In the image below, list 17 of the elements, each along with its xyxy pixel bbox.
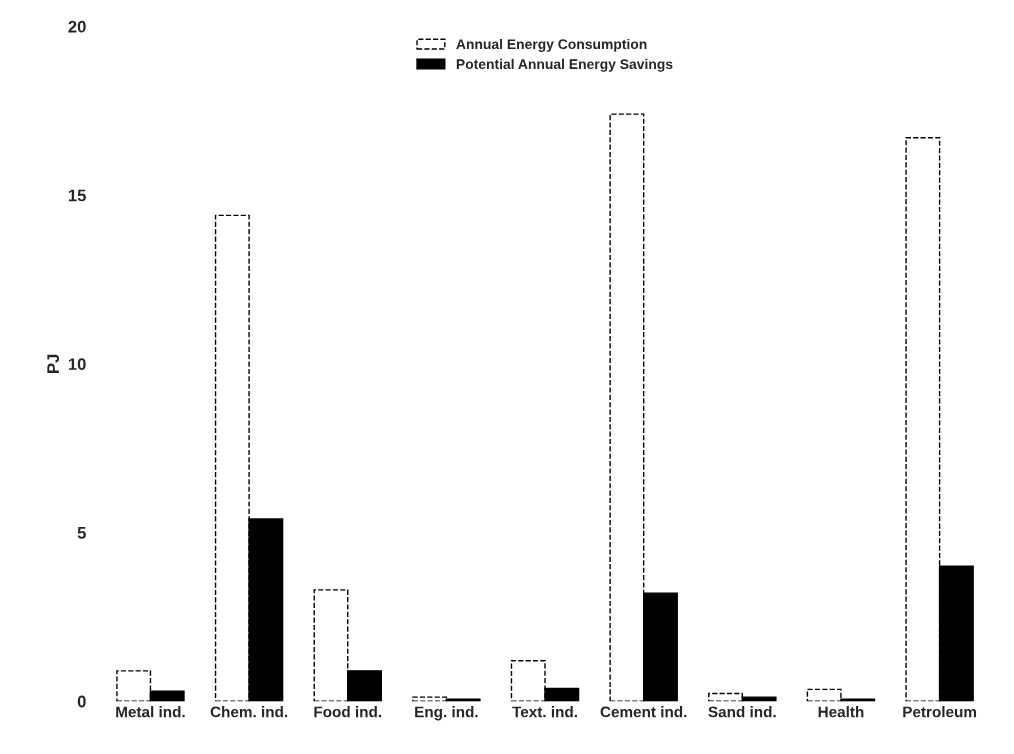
x-tick-label: Food ind. bbox=[314, 706, 382, 718]
x-tick-label: Text. ind. bbox=[512, 706, 577, 718]
y-tick-label: 0 bbox=[77, 695, 86, 708]
x-tick-label: Chem. ind. bbox=[210, 706, 288, 718]
y-tick-label: 5 bbox=[77, 527, 86, 539]
y-tick-label: 20 bbox=[68, 20, 86, 33]
y-tick-label: 10 bbox=[68, 358, 86, 371]
x-tick-label: Metal ind. bbox=[116, 706, 185, 718]
x-tick-label: Petroleum bbox=[903, 706, 977, 718]
x-tick-label: Cement ind. bbox=[600, 706, 687, 718]
x-tick-label: Sand ind. bbox=[708, 706, 776, 718]
legend-label: Potential Annual Energy Savings bbox=[456, 58, 673, 72]
y-tick-label: 15 bbox=[68, 189, 86, 202]
legend-label: Annual Energy Consumption bbox=[456, 38, 647, 52]
y-axis-title: PJ bbox=[47, 354, 60, 373]
x-tick-label: Eng. ind. bbox=[415, 706, 478, 721]
x-tick-label: Health bbox=[818, 706, 864, 718]
